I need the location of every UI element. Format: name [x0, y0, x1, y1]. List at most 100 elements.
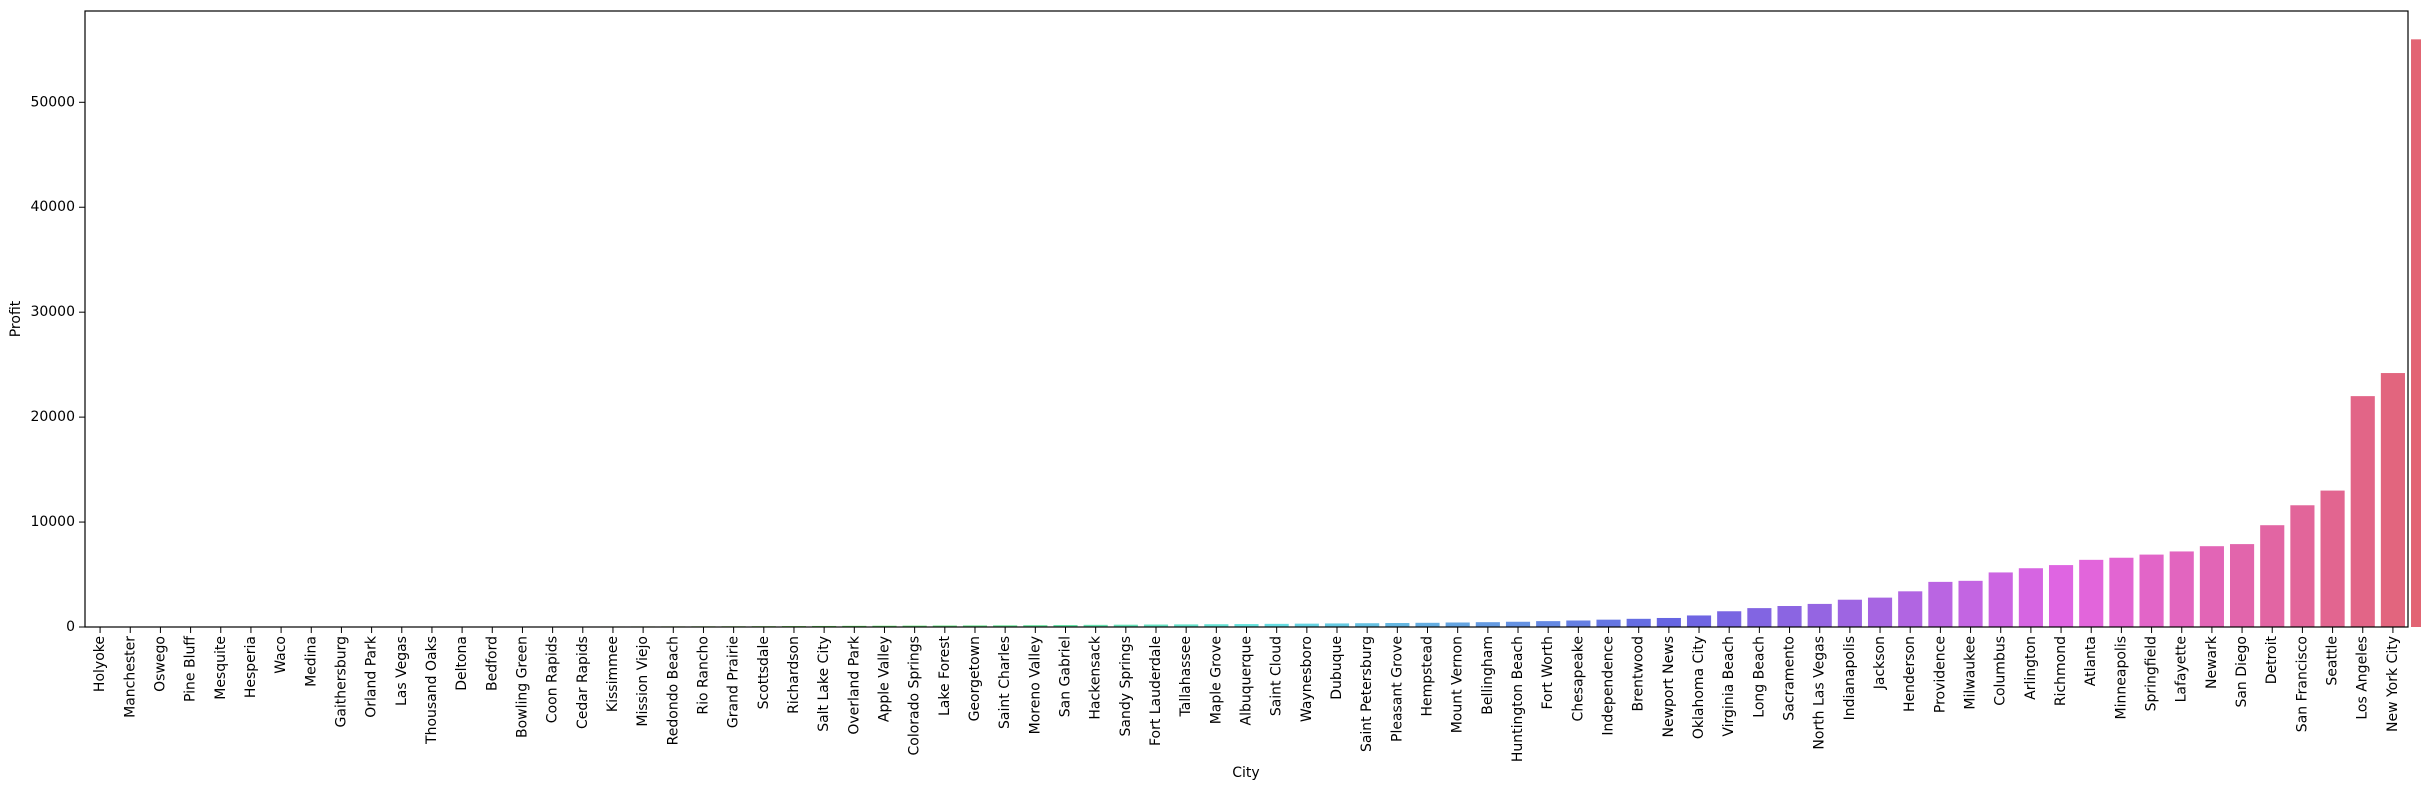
x-tick-label: Waco	[273, 636, 289, 674]
x-tick-label: Salt Lake City	[816, 636, 832, 732]
x-tick-label: North Las Vegas	[1812, 636, 1828, 750]
x-tick-label: Brentwood	[1631, 636, 1647, 712]
x-tick-label: Lafayette	[2174, 636, 2190, 702]
x-tick-label: Manchester	[122, 636, 138, 718]
x-tick-label: Mesquite	[213, 636, 229, 700]
x-tick-label: Colorado Springs	[907, 636, 923, 756]
x-axis-label: City	[1232, 765, 1259, 781]
bar	[1355, 623, 1380, 627]
bar	[2139, 554, 2164, 627]
bar	[1867, 597, 1893, 627]
x-tick-label: Las Vegas	[394, 636, 410, 706]
bar	[2230, 544, 2255, 627]
x-tick-label: San Gabriel	[1057, 636, 1073, 717]
bar	[1837, 599, 1862, 627]
x-tick-label: Detroit	[2264, 635, 2280, 684]
x-tick-label: Springfield	[2144, 636, 2160, 711]
x-tick-label: Hackensack	[1088, 635, 1104, 719]
bar	[2411, 39, 2421, 627]
x-tick-label: Jackson	[1872, 636, 1888, 690]
bar	[2290, 505, 2315, 627]
bar	[1475, 622, 1500, 627]
bar	[1415, 622, 1440, 627]
bar	[1566, 620, 1591, 627]
x-tick-label: Coon Rapids	[545, 636, 561, 723]
x-tick-label: Milwaukee	[1963, 636, 1979, 710]
bar	[1717, 611, 1742, 627]
x-tick-label: Gaithersburg	[333, 636, 349, 728]
x-tick-label: Grand Prairie	[726, 636, 742, 728]
x-tick-label: Henderson	[1902, 636, 1918, 712]
y-tick-label: 30000	[30, 304, 75, 320]
bar	[2199, 546, 2224, 627]
x-tick-label: Lake Forest	[937, 635, 953, 716]
bar	[872, 625, 897, 627]
x-tick-label: Minneapolis	[2113, 636, 2129, 719]
bar	[1174, 624, 1199, 627]
x-tick-label: Pine Bluff	[183, 636, 199, 702]
x-tick-label: Kissimmee	[605, 636, 621, 712]
bar	[1686, 615, 1712, 627]
x-tick-label: New York City	[2385, 636, 2401, 732]
bar	[1143, 624, 1169, 627]
x-tick-label: Dubuque	[1329, 636, 1345, 700]
x-tick-label: Seattle	[2325, 636, 2341, 686]
bar	[1264, 623, 1289, 627]
x-tick-label: Albuquerque	[1239, 636, 1255, 725]
x-tick-label: Newark	[2204, 635, 2220, 689]
x-tick-label: Medina	[303, 636, 319, 687]
x-tick-label: Rio Rancho	[695, 636, 711, 715]
bar	[2079, 559, 2104, 627]
x-tick-label: Apple Valley	[876, 636, 892, 722]
bar	[1928, 581, 1953, 627]
x-tick-label: Sandy Springs	[1118, 636, 1134, 736]
bar	[2169, 551, 2194, 627]
x-tick-label: Chesapeake	[1570, 636, 1586, 721]
bar	[962, 625, 988, 627]
x-tick-label: Sacramento	[1782, 636, 1798, 721]
bar	[1988, 572, 2013, 627]
x-tick-label: Saint Charles	[997, 636, 1013, 729]
x-tick-label: Cedar Rapids	[575, 636, 591, 729]
x-tick-label: Atlanta	[2083, 636, 2099, 686]
x-tick-label: Independence	[1601, 636, 1617, 736]
y-tick-label: 10000	[30, 514, 75, 530]
bar	[1626, 618, 1651, 627]
bar	[1324, 623, 1350, 627]
y-tick-label: 50000	[30, 94, 75, 110]
x-tick-label: Richardson	[786, 636, 802, 714]
x-tick-label: San Francisco	[2294, 636, 2310, 732]
x-tick-label: Deltona	[454, 636, 470, 691]
bar	[2018, 568, 2043, 627]
x-tick-label: Huntington Beach	[1510, 636, 1526, 762]
bar	[1113, 624, 1138, 627]
x-tick-label: Pleasant Grove	[1389, 636, 1405, 742]
bar	[1807, 603, 1832, 627]
x-tick-label: Hesperia	[243, 636, 259, 698]
bar	[932, 625, 957, 627]
x-tick-label: Indianapolis	[1842, 636, 1858, 720]
x-tick-label: Moreno Valley	[1027, 636, 1043, 734]
x-tick-label: San Diego	[2234, 636, 2250, 708]
x-tick-label: Bowling Green	[514, 636, 530, 738]
bar	[1747, 608, 1772, 627]
x-tick-label: Thousand Oaks	[424, 636, 440, 745]
x-tick-label: Tallahassee	[1178, 636, 1194, 717]
y-tick-label: 0	[66, 619, 75, 635]
bar	[1898, 591, 1923, 627]
x-tick-label: Orland Park	[364, 635, 380, 718]
axes-frame	[84, 10, 2409, 628]
y-axis-label: Profit	[8, 300, 24, 337]
x-tick-label: Fort Worth	[1540, 636, 1556, 710]
x-tick-label: Saint Cloud	[1269, 636, 1285, 716]
bar	[1083, 624, 1108, 627]
x-tick-label: Newport News	[1661, 636, 1677, 738]
bar	[1385, 623, 1410, 627]
bar	[2320, 490, 2345, 627]
x-tick-label: Virginia Beach	[1721, 636, 1737, 737]
bar	[2260, 525, 2285, 627]
x-tick-label: Los Angeles	[2355, 636, 2371, 720]
bar	[1023, 625, 1048, 627]
bar	[2380, 373, 2405, 627]
